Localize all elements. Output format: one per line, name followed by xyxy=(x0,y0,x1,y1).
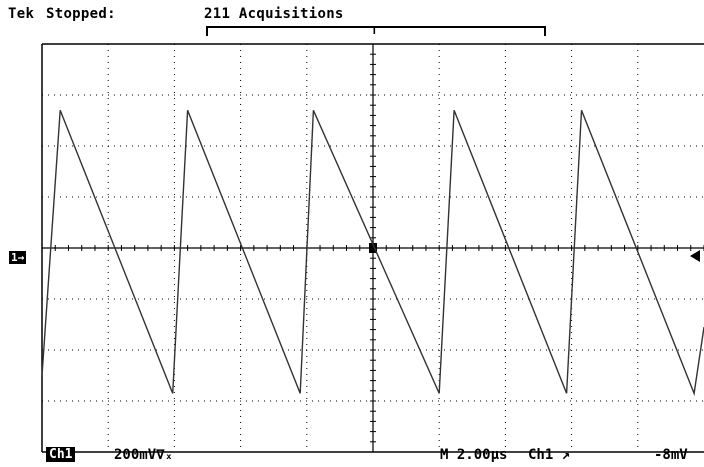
acquisition-count: 211 Acquisitions xyxy=(204,6,344,22)
volts-per-div-readout: 200mV∇ₓ xyxy=(114,447,174,463)
ch1-waveform-trace xyxy=(41,110,704,397)
triangle-left-icon xyxy=(690,250,700,262)
channel-ground-marker: 1→ xyxy=(9,251,27,264)
trigger-source-readout: Ch1 ↗ xyxy=(528,447,571,463)
channel-badge[interactable]: Ch1 xyxy=(46,447,76,462)
trigger-level-readout: -8mV xyxy=(654,447,688,463)
graticule xyxy=(41,43,704,453)
trigger-center-marker xyxy=(369,243,377,253)
record-window-bracket xyxy=(206,26,546,38)
brand-label: Tek xyxy=(8,6,35,22)
acquisition-state: Stopped: xyxy=(46,6,116,22)
trigger-position-marker: T xyxy=(371,24,378,37)
timebase-readout: M 2.00µs xyxy=(440,447,508,463)
